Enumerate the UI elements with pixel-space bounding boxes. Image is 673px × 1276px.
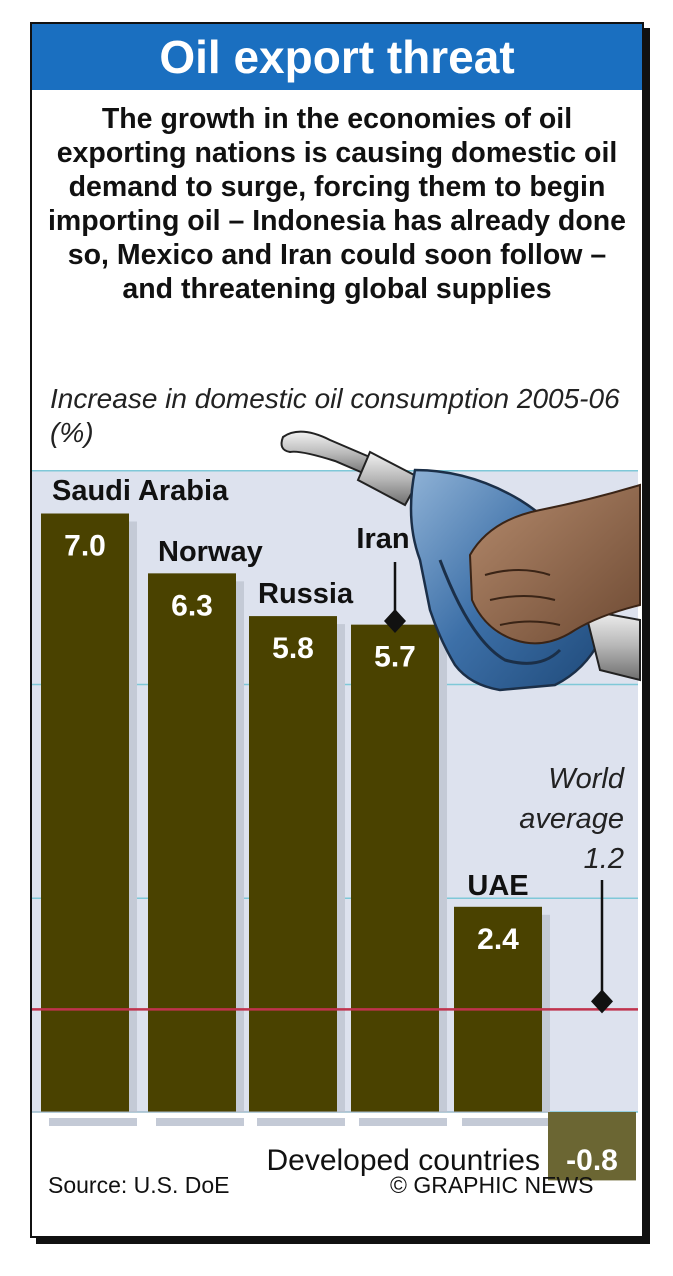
bar-iran [351, 624, 439, 1112]
iran-pointer-marker [384, 609, 406, 633]
developed-value-label: -0.8 [566, 1144, 618, 1177]
title: Oil export threat [32, 24, 642, 90]
intro-text: The growth in the economies of oil expor… [47, 103, 627, 305]
bar-base-shadow [462, 1118, 550, 1126]
bar-side-shadow [542, 914, 550, 1112]
country-label: Iran [356, 523, 409, 555]
bar-value-label: 6.3 [171, 589, 213, 622]
bar-value-label: 5.7 [374, 641, 416, 674]
bar-base-shadow [359, 1118, 447, 1126]
credit-note: © GRAPHIC NEWS [390, 1172, 594, 1198]
bar-value-label: 2.4 [477, 923, 519, 956]
world-average-line [32, 880, 638, 1014]
bar-side-shadow [337, 624, 345, 1112]
source-note: Source: U.S. DoE [48, 1172, 230, 1198]
country-label: Russia [258, 578, 354, 610]
bar-side-shadow [236, 581, 244, 1112]
world-average-marker [591, 989, 613, 1014]
chart-subtitle: Increase in domestic oil consumption 200… [50, 383, 620, 448]
country-label: Saudi Arabia [52, 475, 229, 507]
bar-developed-countries [548, 1112, 636, 1181]
bar-base-shadow [257, 1118, 345, 1126]
world-average-label: average [519, 803, 624, 835]
bar-side-shadow [439, 632, 447, 1112]
bar-base-shadow [49, 1118, 137, 1126]
bar-value-label: 5.8 [272, 632, 314, 665]
world-average-label: World [548, 763, 625, 795]
bar-shadows [49, 521, 550, 1126]
country-label: Norway [158, 536, 263, 568]
developed-countries-label: Developed countries [266, 1144, 540, 1177]
bar-value-label: 7.0 [64, 530, 106, 563]
bar-saudi-arabia [41, 513, 129, 1112]
world-average-label: 1.2 [584, 843, 624, 875]
bar-base-shadow [156, 1118, 244, 1126]
bar-norway [148, 573, 236, 1112]
country-label: UAE [467, 870, 528, 902]
bar-russia [249, 616, 337, 1112]
bar-side-shadow [129, 521, 137, 1112]
fuel-nozzle-illustration [280, 430, 641, 692]
bars [41, 513, 636, 1181]
